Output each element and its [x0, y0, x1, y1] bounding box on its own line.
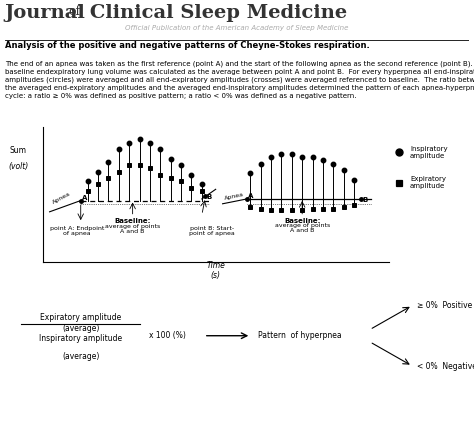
Text: x 100 (%): x 100 (%) — [149, 331, 186, 340]
Text: Pattern  of hyperpnea: Pattern of hyperpnea — [258, 331, 342, 340]
Text: Apnea: Apnea — [51, 192, 71, 205]
Text: average of points: average of points — [105, 224, 160, 229]
Text: Expiratory amplitude: Expiratory amplitude — [40, 313, 121, 322]
Text: Apnea: Apnea — [224, 192, 245, 201]
Text: point A: Endpoint: point A: Endpoint — [50, 227, 104, 231]
Text: of apnea: of apnea — [64, 231, 91, 236]
Text: average of points: average of points — [274, 223, 330, 228]
Text: Inspiratory amplitude: Inspiratory amplitude — [39, 334, 122, 343]
Text: Sum: Sum — [10, 146, 27, 155]
Text: The end of an apnea was taken as the first reference (point A) and the start of : The end of an apnea was taken as the fir… — [5, 60, 474, 99]
Text: Baseline:: Baseline: — [114, 218, 151, 224]
Text: Expiratory
amplitude: Expiratory amplitude — [410, 176, 446, 190]
Text: < 0%  Negative pattern: < 0% Negative pattern — [417, 362, 474, 371]
Text: B: B — [362, 197, 367, 203]
Text: B: B — [206, 194, 211, 200]
Text: A: A — [248, 193, 254, 199]
Text: A: A — [82, 195, 87, 201]
Text: Official Publication of the American Academy of Sleep Medicine: Official Publication of the American Aca… — [125, 24, 349, 30]
Text: A and B: A and B — [290, 228, 314, 233]
Text: A and B: A and B — [120, 229, 145, 233]
Text: ≥ 0%  Positive pattern: ≥ 0% Positive pattern — [417, 301, 474, 310]
Text: of: of — [69, 5, 81, 18]
Text: (s): (s) — [210, 271, 221, 280]
Text: (average): (average) — [62, 323, 99, 332]
Text: Analysis of the positive and negative patterns of Cheyne-Stokes respiration.: Analysis of the positive and negative pa… — [5, 41, 370, 50]
Text: Baseline:: Baseline: — [284, 218, 320, 224]
Text: Journal: Journal — [5, 4, 92, 22]
Text: point B: Start-: point B: Start- — [190, 227, 234, 231]
Text: Time: Time — [206, 261, 225, 270]
Text: Clinical Sleep Medicine: Clinical Sleep Medicine — [83, 4, 347, 22]
Text: (average): (average) — [62, 352, 99, 361]
Text: Inspiratory
amplitude: Inspiratory amplitude — [410, 145, 448, 159]
Text: point of apnea: point of apnea — [189, 231, 235, 236]
Text: (volt): (volt) — [9, 162, 28, 171]
